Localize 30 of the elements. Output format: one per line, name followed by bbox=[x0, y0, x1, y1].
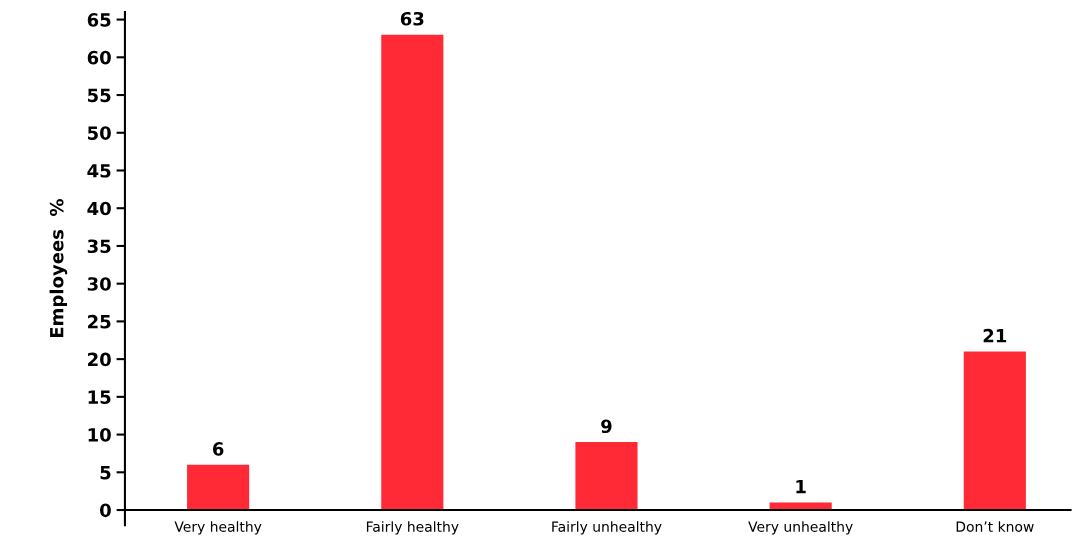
data-label: 6 bbox=[212, 442, 224, 456]
data-label: 21 bbox=[983, 328, 1007, 343]
bar bbox=[575, 442, 638, 511]
x-tick-label: Very unhealthy bbox=[748, 521, 853, 535]
y-tick-label: 30 bbox=[87, 277, 111, 291]
bar bbox=[381, 34, 444, 511]
y-tick-label: 20 bbox=[88, 352, 111, 367]
y-axis-title: Employees % bbox=[49, 198, 68, 338]
y-tick-label: 5 bbox=[100, 466, 111, 480]
bar bbox=[769, 502, 832, 511]
y-tick-label: 65 bbox=[87, 13, 111, 27]
x-tick-label: Fairly healthy bbox=[366, 521, 459, 535]
x-tick-label: Don’t know bbox=[956, 521, 1034, 532]
y-tick-label: 45 bbox=[87, 164, 111, 178]
y-tick-label: 0 bbox=[100, 503, 111, 518]
y-tick-label: 35 bbox=[87, 239, 111, 254]
y-tick-label: 60 bbox=[87, 50, 111, 65]
data-label: 63 bbox=[400, 11, 424, 26]
data-label: 9 bbox=[601, 419, 612, 434]
y-tick-label: 50 bbox=[88, 126, 111, 140]
y-tick-label: 10 bbox=[88, 428, 111, 442]
bar bbox=[963, 351, 1026, 511]
y-tick-label: 40 bbox=[87, 201, 111, 216]
y-tick-label: 55 bbox=[88, 88, 111, 103]
y-tick-label: 25 bbox=[88, 314, 111, 329]
bar bbox=[187, 464, 250, 511]
y-tick-label: 15 bbox=[88, 390, 111, 404]
x-tick-label: Very healthy bbox=[174, 521, 262, 535]
data-label: 1 bbox=[796, 480, 806, 494]
x-tick-label: Fairly unhealthy bbox=[552, 521, 662, 535]
